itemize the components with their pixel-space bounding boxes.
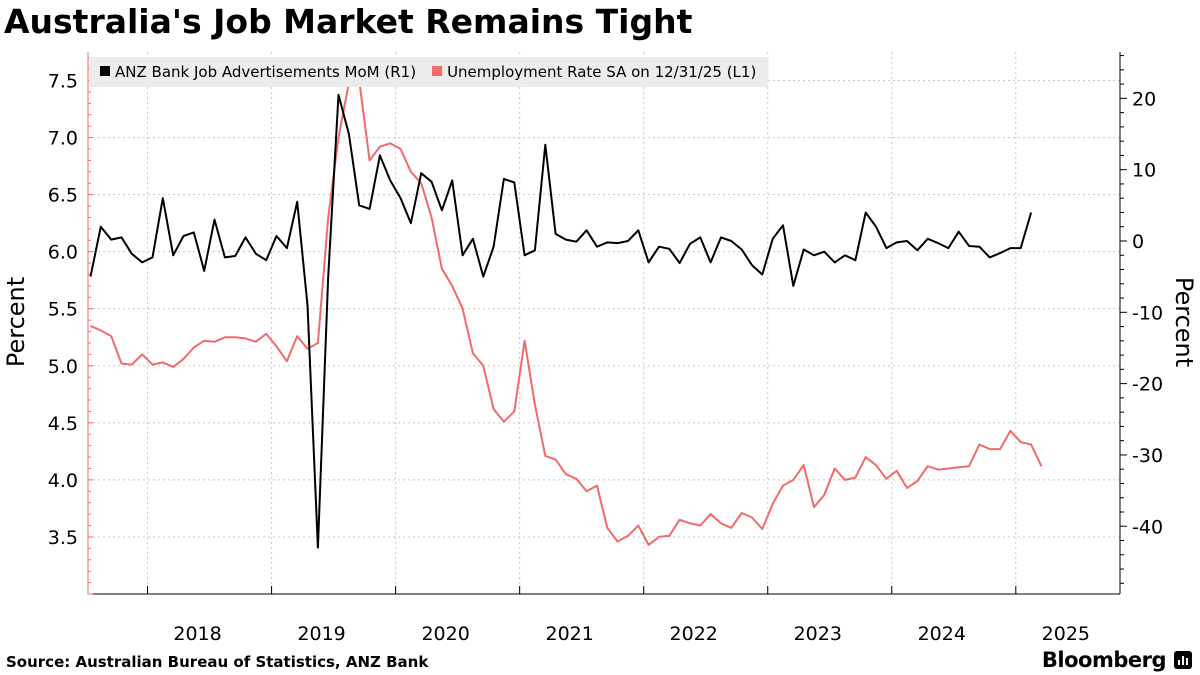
right-tick-label: -10	[1132, 302, 1163, 324]
right-tick-label: 0	[1132, 231, 1144, 253]
left-tick-label: 6.5	[48, 185, 78, 207]
x-tick-label: 2022	[670, 623, 718, 645]
right-tick-label: -40	[1132, 516, 1163, 538]
right-tick-label: 10	[1132, 160, 1156, 182]
chart-title: Australia's Job Market Remains Tight	[4, 2, 693, 41]
right-axis-label: Percent	[1170, 277, 1198, 367]
bloomberg-icon	[1174, 651, 1192, 669]
left-tick-label: 7.5	[48, 71, 78, 93]
series-line-unemployment	[90, 79, 1043, 546]
x-tick-label: 2025	[1042, 623, 1090, 645]
left-tick-label: 4.0	[48, 470, 78, 492]
x-tick-label: 2023	[794, 623, 842, 645]
legend-swatch-unemployment	[432, 66, 443, 76]
left-axis-label: Percent	[2, 277, 30, 367]
right-tick-label: -20	[1132, 374, 1163, 396]
legend: ANZ Bank Job Advertisements MoM (R1) Une…	[89, 57, 769, 87]
legend-background	[89, 57, 769, 87]
data-series	[89, 79, 1043, 549]
left-tick-label: 5.5	[48, 299, 78, 321]
left-tick-label: 6.0	[48, 242, 78, 264]
x-tick-label: 2020	[421, 623, 469, 645]
bloomberg-logo: Bloomberg	[1041, 648, 1167, 672]
legend-swatch-job-ads	[100, 66, 110, 76]
left-tick-label: 4.5	[48, 413, 78, 435]
axes	[87, 52, 1127, 595]
x-tick-label: 2021	[545, 623, 593, 645]
x-tick-label: 2019	[297, 623, 345, 645]
left-tick-label: 7.0	[48, 128, 78, 150]
source-note: Source: Australian Bureau of Statistics,…	[6, 653, 429, 671]
series-line-job-ads	[89, 93, 1033, 549]
x-tick-label: 2024	[918, 623, 966, 645]
left-tick-label: 5.0	[48, 356, 78, 378]
left-tick-label: 3.5	[48, 527, 78, 549]
legend-label-unemployment: Unemployment Rate SA on 12/31/25 (L1)	[447, 63, 756, 81]
right-tick-label: 20	[1132, 88, 1156, 110]
right-tick-label: -30	[1132, 445, 1163, 467]
x-tick-label: 2018	[173, 623, 221, 645]
tick-labels: 3.5 4.0 4.5 5.0 5.5 6.0 6.5 7.0 7.5 20 10 0 -10 -20 -3…	[48, 71, 1163, 645]
legend-label-job-ads: ANZ Bank Job Advertisements MoM (R1)	[115, 63, 416, 81]
